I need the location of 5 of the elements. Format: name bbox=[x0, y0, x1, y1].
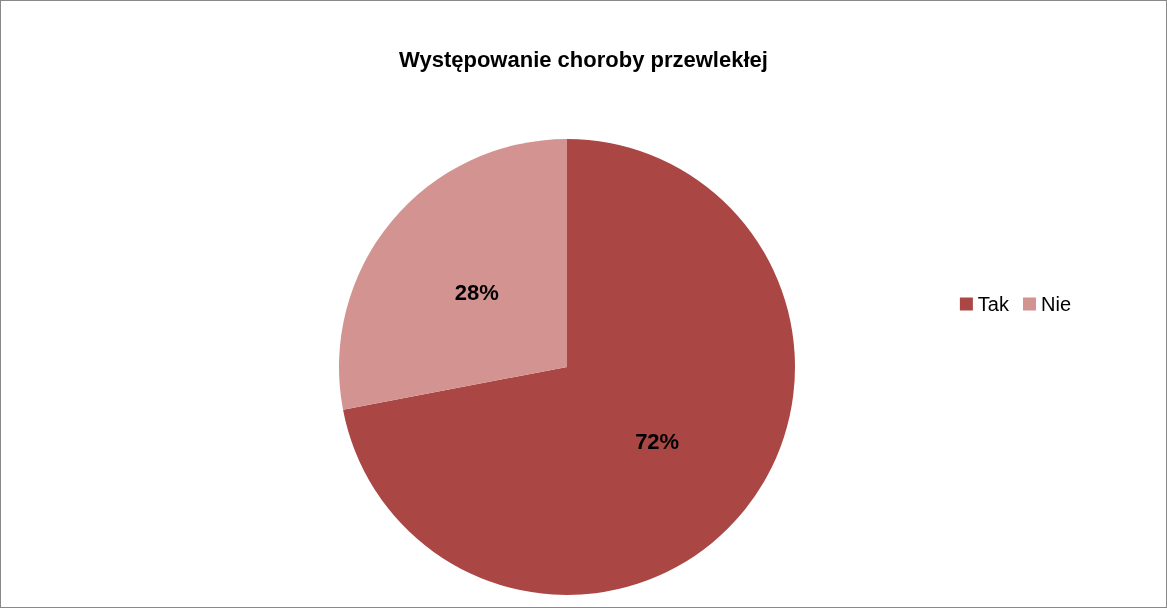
legend-label: Nie bbox=[1040, 293, 1072, 315]
chart-title: Występowanie choroby przewlekłej bbox=[399, 46, 768, 72]
data-label: 28% bbox=[454, 279, 499, 305]
legend-label: Tak bbox=[977, 293, 1010, 315]
data-label: 72% bbox=[635, 429, 680, 455]
